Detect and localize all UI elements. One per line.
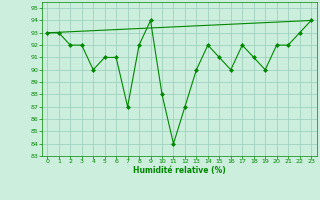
X-axis label: Humidité relative (%): Humidité relative (%) xyxy=(133,166,226,175)
